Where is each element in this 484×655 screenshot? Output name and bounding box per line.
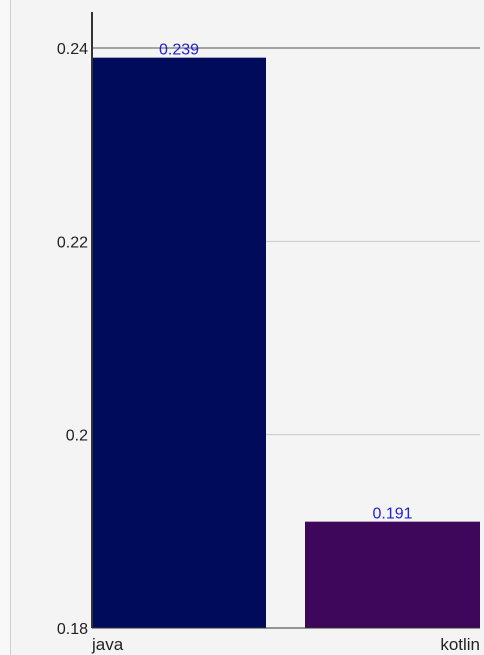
labels: 0.18 0.2 0.22 0.24 java kotlin 0.239 0.191 <box>57 41 480 654</box>
left-panel-edge <box>0 0 11 655</box>
data-label-kotlin: 0.191 <box>372 506 412 523</box>
bars <box>92 57 480 628</box>
data-label-java: 0.239 <box>159 42 199 59</box>
y-tick-label-0.18: 0.18 <box>57 621 88 638</box>
x-category-label-java: java <box>91 635 124 654</box>
bar-kotlin <box>305 521 480 628</box>
y-tick-label-0.24: 0.24 <box>57 41 88 58</box>
axes <box>91 12 480 629</box>
y-tick-label-0.22: 0.22 <box>57 234 88 251</box>
x-category-label-kotlin: kotlin <box>440 635 480 654</box>
bar-java <box>92 57 266 628</box>
y-tick-label-0.2: 0.2 <box>66 428 88 445</box>
